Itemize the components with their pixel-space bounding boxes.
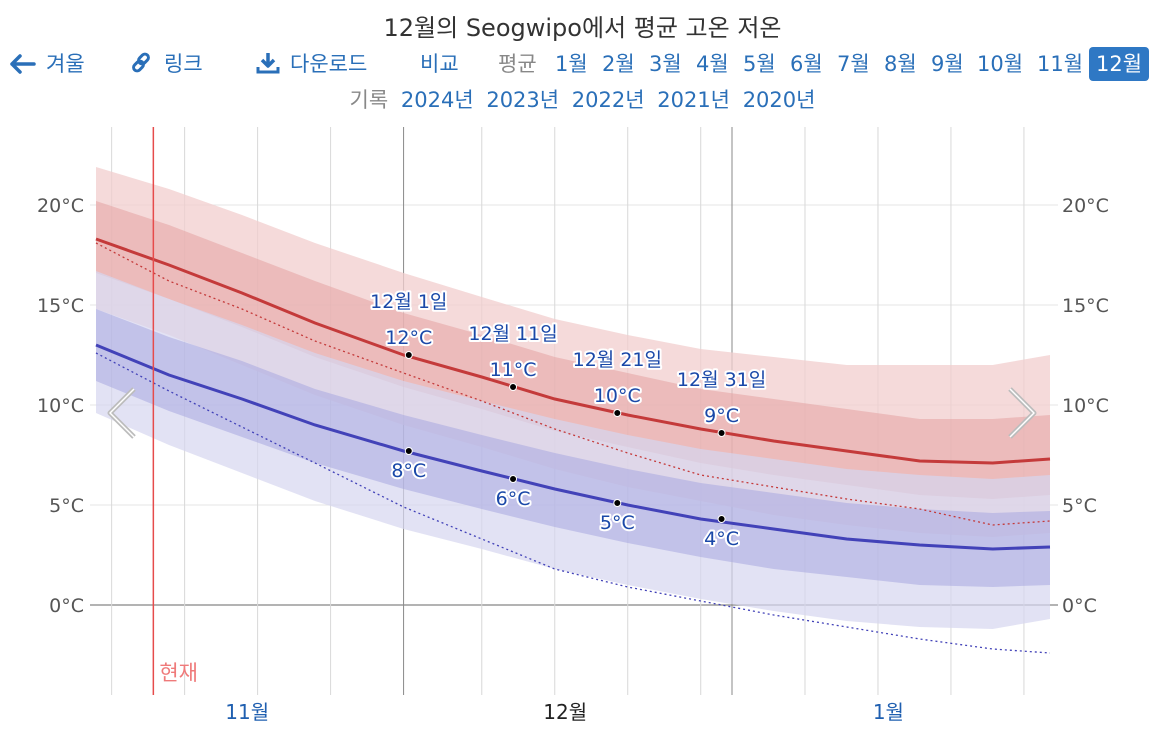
average-label: 평균	[498, 52, 537, 76]
low-recent-line	[95, 352, 1051, 654]
download-icon	[256, 53, 280, 74]
link-label: 링크	[164, 52, 203, 76]
month-link-1[interactable]: 1월	[555, 52, 588, 76]
y-tick-label-right-4: 0°C	[1062, 595, 1097, 617]
prev-arrow-icon[interactable]	[104, 385, 140, 441]
month-link-2[interactable]: 2월	[602, 52, 635, 76]
annotation-high-label-0: 12°C	[385, 327, 432, 349]
annotation-high-point-3	[717, 429, 726, 437]
download-label: 다운로드	[290, 52, 368, 76]
page-title: 12월의 Seogwipo에서 평균 고온 저온	[383, 14, 782, 42]
month-link-11[interactable]: 11월	[1037, 52, 1084, 76]
annotation-low-label-2: 5°C	[600, 512, 635, 534]
annotation-low-point-3	[717, 515, 726, 523]
link-icon	[132, 52, 150, 73]
next-arrow-icon[interactable]	[1004, 385, 1040, 441]
arrow-left-icon	[10, 54, 36, 74]
y-tick-label-left-0: 20°C	[37, 195, 84, 217]
annotation-high-label-1: 11°C	[490, 359, 537, 381]
back-label: 겨울	[46, 52, 85, 76]
y-tick-label-right-1: 15°C	[1062, 295, 1109, 317]
back-link[interactable]: 겨울	[10, 48, 85, 80]
y-tick-label-left-4: 0°C	[49, 595, 84, 617]
annotation-low-point-1	[509, 475, 518, 483]
high-line	[95, 237, 1051, 465]
annotation-high-point-2	[613, 409, 622, 417]
y-tick-label-right-3: 5°C	[1062, 495, 1097, 517]
annotation-high-point-1	[509, 383, 518, 391]
now-label: 현재	[159, 661, 198, 685]
month-link-4[interactable]: 4월	[696, 52, 729, 76]
record-year-2024[interactable]: 2024년	[400, 88, 474, 112]
low-band-inner	[96, 309, 1050, 587]
record-year-2020[interactable]: 2020년	[742, 88, 816, 112]
annotation-date-1: 12월 11일	[468, 323, 557, 345]
annotation-low-point-2	[613, 499, 622, 507]
month-link-5[interactable]: 5월	[743, 52, 776, 76]
y-tick-label-left-1: 15°C	[37, 295, 84, 317]
annotation-date-3: 12월 31일	[677, 369, 766, 391]
record-year-2023[interactable]: 2023년	[486, 88, 560, 112]
records-label: 기록	[349, 88, 389, 112]
annotation-low-point-0	[404, 447, 413, 455]
download-button[interactable]: 다운로드	[256, 48, 367, 80]
nav-bar: 겨울 링크 다운로드 비교 평균 1월 2월 3월 4월 5월 6월 7월 8월…	[0, 47, 1165, 81]
compare-link[interactable]: 비교	[420, 52, 459, 76]
month-link-12-active[interactable]: 12월	[1089, 47, 1150, 81]
record-year-2021[interactable]: 2021년	[657, 88, 730, 112]
annotation-high-point-0	[404, 351, 413, 359]
annotation-low-label-0: 8°C	[391, 460, 426, 482]
annotation-high-label-2: 10°C	[594, 385, 641, 407]
x-month-label-1: 12월	[543, 700, 587, 724]
y-tick-label-left-2: 10°C	[37, 395, 84, 417]
month-link-3[interactable]: 3월	[649, 52, 682, 76]
month-link-9[interactable]: 9월	[931, 52, 964, 76]
month-link-10[interactable]: 10월	[977, 52, 1024, 76]
y-tick-label-left-3: 5°C	[49, 495, 84, 517]
month-link-8[interactable]: 8월	[884, 52, 917, 76]
annotation-high-label-3: 9°C	[704, 405, 739, 427]
y-tick-label-right-2: 10°C	[1062, 395, 1109, 417]
records-bar: 기록 2024년 2023년 2022년 2021년 2020년	[0, 84, 1165, 114]
annotation-date-0: 12월 1일	[370, 291, 447, 313]
annotation-date-2: 12월 21일	[573, 349, 662, 371]
month-link-6[interactable]: 6월	[790, 52, 823, 76]
link-button[interactable]: 링크	[132, 48, 203, 80]
month-link-7[interactable]: 7월	[837, 52, 870, 76]
high-band-inner	[96, 201, 1050, 499]
x-month-label-2: 1월	[873, 700, 904, 724]
annotation-low-label-3: 4°C	[704, 528, 739, 550]
annotation-low-label-1: 6°C	[496, 488, 531, 510]
record-year-2022[interactable]: 2022년	[571, 88, 645, 112]
y-tick-label-right-0: 20°C	[1062, 195, 1109, 217]
x-month-label-0: 11월	[225, 700, 269, 724]
low-line	[95, 343, 1051, 551]
